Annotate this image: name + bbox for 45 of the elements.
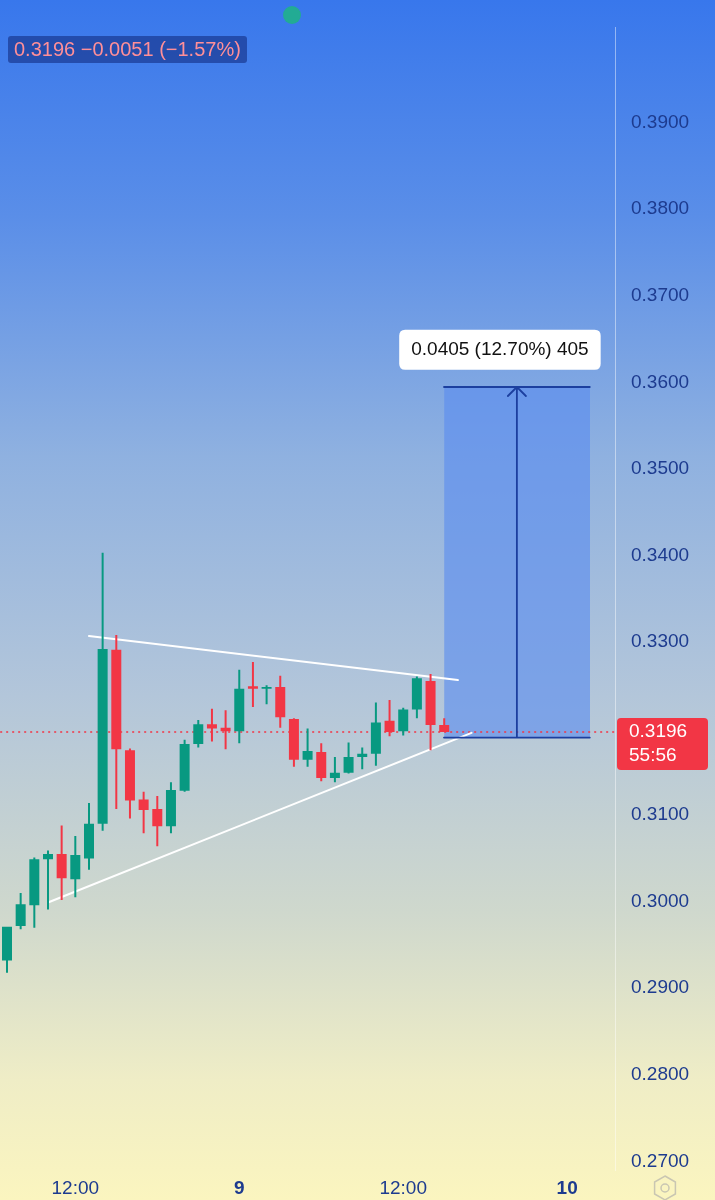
candlestick [124,748,135,819]
candlestick [234,669,245,744]
candlestick [398,707,409,736]
y-tick-label: 0.3000 [631,889,690,911]
candlestick [179,739,190,792]
text: 0.3196 −0.0051 (−1.57%) [8,36,247,63]
band-label: 0.0405 (12.70%) 405 [411,337,589,359]
x-tick-label: 10 [556,1176,578,1198]
candlestick [165,782,176,834]
candlestick [97,552,108,831]
candlestick [15,893,26,930]
y-tick-label: 0.3800 [631,197,690,219]
y-tick-label: 0.3600 [631,370,690,392]
candlestick [42,850,53,910]
candlestick [329,757,340,783]
candlestick [29,857,40,928]
x-tick-label: 12:00 [379,1176,427,1198]
candlestick [247,661,258,707]
candlestick [56,825,67,900]
y-tick-label: 0.3500 [631,457,690,479]
y-tick-label: 0.2900 [631,976,690,998]
y-tick-label: 0.3700 [631,283,690,305]
candlestick [275,675,286,728]
candlestick [316,743,327,782]
y-tick-label: 0.3400 [631,543,690,565]
candlestick [343,742,354,774]
candlestick [357,747,368,770]
y-tick-label: 0.2800 [631,1063,690,1085]
x-tick-label: 9 [233,1176,245,1198]
y-tick-label: 0.3300 [631,630,690,652]
ref-line-label: 0.3196 55:56 [629,720,688,766]
candlestick [83,802,94,870]
candlestick [152,796,163,847]
y-tick-label: 0.3100 [631,803,690,825]
candlestick [193,719,204,748]
candlestick [261,685,272,705]
candlestick [302,728,313,767]
candlestick [411,676,422,719]
candlestick [2,926,12,973]
x-tick-label: 12:00 [51,1176,100,1198]
candlestick [70,835,81,898]
candlestick [370,702,381,766]
candlestick [138,791,149,834]
y-tick-label: 0.2700 [631,1149,690,1171]
y-tick-label: 0.3900 [631,110,690,132]
